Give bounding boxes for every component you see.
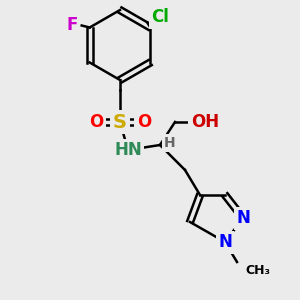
Text: N: N: [218, 233, 232, 251]
Text: CH₃: CH₃: [245, 263, 270, 277]
Text: O: O: [89, 113, 103, 131]
Text: HN: HN: [114, 141, 142, 159]
Text: Cl: Cl: [152, 8, 169, 26]
Text: OH: OH: [191, 113, 219, 131]
Text: O: O: [137, 113, 151, 131]
Text: H: H: [164, 136, 176, 150]
Text: N: N: [236, 209, 250, 227]
Text: S: S: [113, 112, 127, 131]
Text: F: F: [66, 16, 77, 34]
